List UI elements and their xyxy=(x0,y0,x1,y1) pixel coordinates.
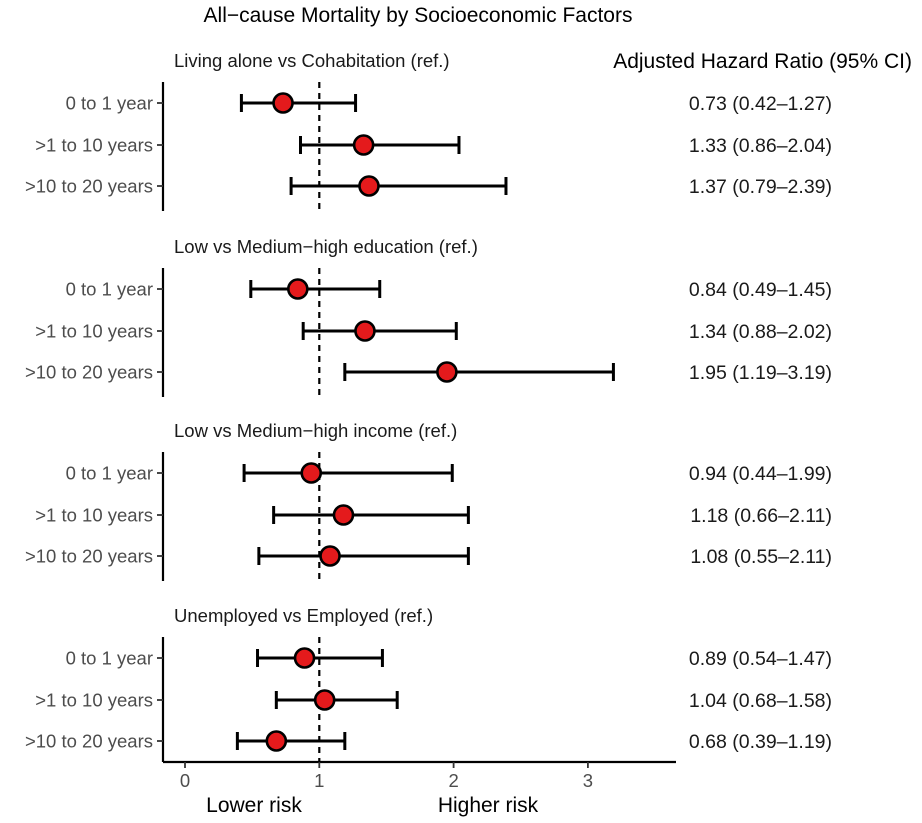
forest-row: >10 to 20 years 0.68 (0.39–1.19) xyxy=(25,730,832,753)
x-axis: 0 1 2 3 xyxy=(163,760,676,791)
row-label: >1 to 10 years xyxy=(35,690,153,711)
row-label: 0 to 1 year xyxy=(66,648,153,669)
hazard-ratio-text: 0.84 (0.49–1.45) xyxy=(689,279,832,301)
hazard-ratio-header: Adjusted Hazard Ratio (95% CI) xyxy=(613,50,912,73)
row-label: >1 to 10 years xyxy=(35,505,153,526)
row-label: >10 to 20 years xyxy=(25,362,153,383)
forest-row: >10 to 20 years 1.08 (0.55–2.11) xyxy=(25,545,832,568)
hazard-ratio-text: 1.08 (0.55–2.11) xyxy=(690,546,832,568)
panel-3: Low vs Medium−high income (ref.) 0 to 1 y… xyxy=(25,420,832,581)
hazard-ratio-point xyxy=(265,730,288,752)
lower-risk-label: Lower risk xyxy=(206,794,302,817)
x-tick-label: 0 xyxy=(180,770,190,791)
hazard-ratio-text: 1.37 (0.79–2.39) xyxy=(689,176,832,198)
hazard-ratio-text: 0.89 (0.54–1.47) xyxy=(689,648,832,670)
hazard-ratio-point xyxy=(332,504,355,526)
forest-row: 0 to 1 year 0.94 (0.44–1.99) xyxy=(66,462,832,485)
forest-row: 0 to 1 year 0.73 (0.42–1.27) xyxy=(66,92,832,115)
panels: Living alone vs Cohabitation (ref.) 0 to … xyxy=(25,50,832,762)
row-label: >10 to 20 years xyxy=(25,546,153,567)
hazard-ratio-point xyxy=(436,361,458,383)
hazard-ratio-point xyxy=(352,134,375,156)
forest-row: >10 to 20 years 1.37 (0.79–2.39) xyxy=(25,175,832,198)
hazard-ratio-text: 0.94 (0.44–1.99) xyxy=(689,463,832,485)
panel-2: Low vs Medium−high education (ref.) 0 to … xyxy=(25,236,832,397)
panel-1: Living alone vs Cohabitation (ref.) 0 to … xyxy=(25,50,832,211)
hazard-ratio-point xyxy=(287,278,309,300)
forest-row: 0 to 1 year 0.84 (0.49–1.45) xyxy=(66,278,832,301)
forest-row: >1 to 10 years 1.34 (0.88–2.02) xyxy=(35,320,832,343)
hazard-ratio-text: 0.68 (0.39–1.19) xyxy=(689,731,832,753)
row-label: >10 to 20 years xyxy=(25,176,153,197)
forest-row: 0 to 1 year 0.89 (0.54–1.47) xyxy=(66,647,832,670)
hazard-ratio-text: 1.04 (0.68–1.58) xyxy=(689,690,832,712)
row-label: >1 to 10 years xyxy=(35,321,153,342)
row-label: 0 to 1 year xyxy=(66,93,153,114)
panel-title: Low vs Medium−high income (ref.) xyxy=(174,420,457,441)
hazard-ratio-point xyxy=(293,647,316,669)
higher-risk-label: Higher risk xyxy=(438,794,539,817)
row-label: >10 to 20 years xyxy=(25,731,153,752)
hazard-ratio-text: 1.18 (0.66–2.11) xyxy=(690,505,832,527)
row-label: 0 to 1 year xyxy=(66,463,153,484)
hazard-ratio-point xyxy=(358,175,380,197)
hazard-ratio-text: 1.33 (0.86–2.04) xyxy=(689,135,832,157)
hazard-ratio-text: 1.95 (1.19–3.19) xyxy=(689,362,832,384)
x-tick-label: 3 xyxy=(583,770,593,791)
hazard-ratio-point xyxy=(272,92,294,114)
panel-4: Unemployed vs Employed (ref.) 0 to 1 year… xyxy=(25,605,832,762)
forest-row: >10 to 20 years 1.95 (1.19–3.19) xyxy=(25,361,832,384)
forest-row: >1 to 10 years 1.18 (0.66–2.11) xyxy=(35,504,832,527)
hazard-ratio-point xyxy=(313,689,336,711)
row-label: >1 to 10 years xyxy=(35,135,153,156)
panel-title: Unemployed vs Employed (ref.) xyxy=(174,605,433,626)
row-label: 0 to 1 year xyxy=(66,279,153,300)
hazard-ratio-point xyxy=(300,462,323,484)
hazard-ratio-point xyxy=(354,320,376,342)
hazard-ratio-text: 1.34 (0.88–2.02) xyxy=(689,321,832,343)
hazard-ratio-text: 0.73 (0.42–1.27) xyxy=(689,93,832,115)
panel-title: Low vs Medium−high education (ref.) xyxy=(174,236,478,257)
forest-row: >1 to 10 years 1.33 (0.86–2.04) xyxy=(35,134,832,157)
forest-row: >1 to 10 years 1.04 (0.68–1.58) xyxy=(35,689,832,712)
panel-title: Living alone vs Cohabitation (ref.) xyxy=(174,50,450,71)
x-tick-label: 1 xyxy=(314,770,324,791)
x-tick-label: 2 xyxy=(448,770,458,791)
hazard-ratio-point xyxy=(319,545,341,567)
chart-title: All−cause Mortality by Socioeconomic Fac… xyxy=(204,4,633,27)
